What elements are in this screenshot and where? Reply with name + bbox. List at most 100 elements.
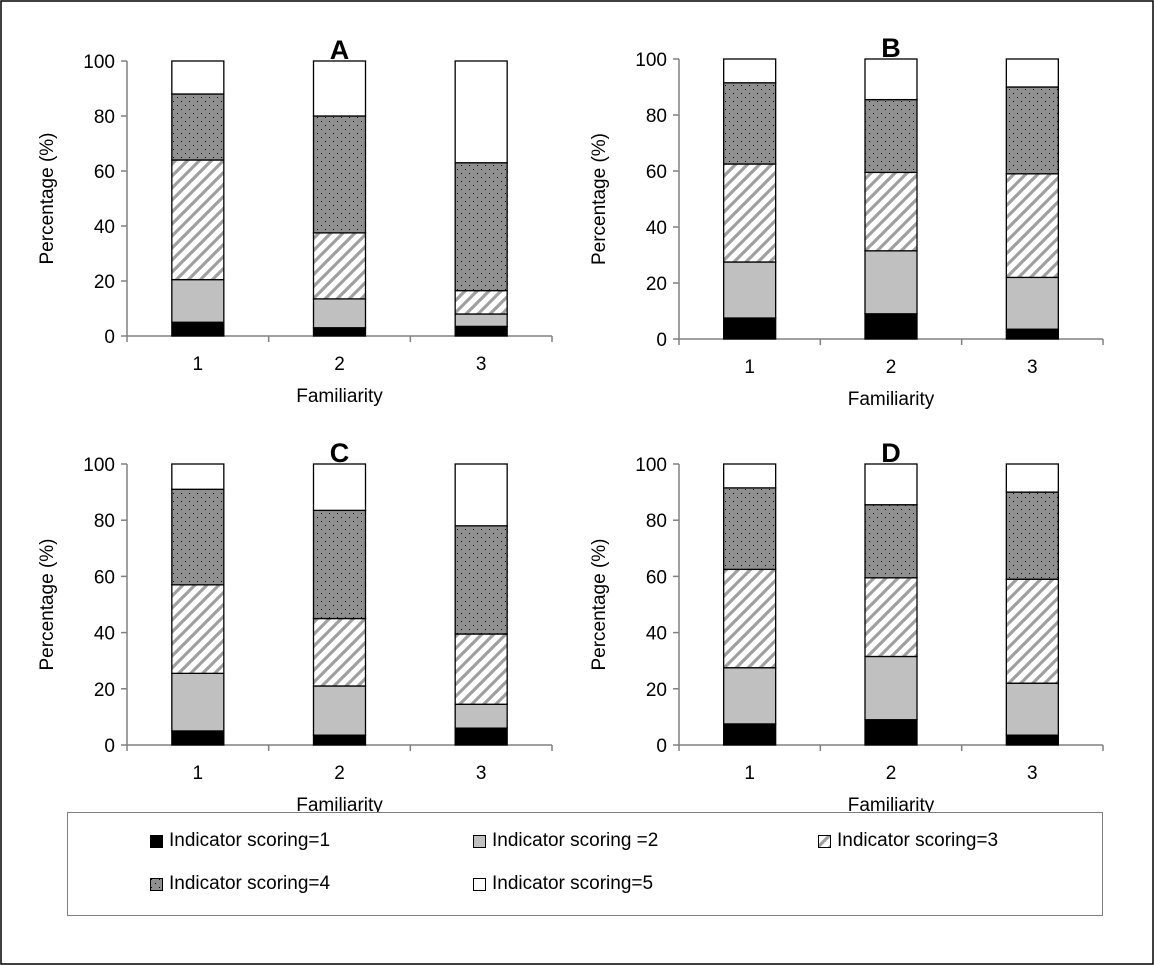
legend-swatch-score2 [473,834,486,848]
legend-item: Indicator scoring=3 [818,830,998,852]
bar-segment-score4 [171,93,225,161]
bar-segment-score4 [723,487,777,571]
bar-segment-score5 [454,463,508,527]
bar-segment-score4 [454,525,508,635]
bar-segment-score1 [171,321,225,337]
bar-segment-score3 [312,232,367,300]
x-tick-label: 2 [886,763,897,784]
bar-segment-score3 [171,159,225,281]
chart-panel-c: 0 20 40 60 80 100 1 2 3 C Familiarity Percentage (%… [37,438,553,816]
x-tick-label: 3 [476,354,487,375]
x-tick-label: 3 [476,763,487,784]
y-tick-label: 0 [104,736,115,757]
y-tick-label: 40 [646,218,667,239]
bar-segment-score3 [864,171,918,252]
bar-segment-score4 [454,162,508,292]
bar-segment-score2 [171,672,225,732]
bar-segment-score4 [312,115,367,234]
bar-segment-score1 [723,317,777,340]
bar-segment-score4 [1005,491,1059,580]
y-axis-label: Percentage (%) [37,538,58,670]
legend-swatch-score3 [818,834,831,848]
y-tick-label: 80 [94,511,115,532]
bar-segment-score2 [723,667,777,725]
y-tick-label: 100 [83,455,115,476]
bar-segment-score3 [1005,173,1059,279]
bar-segment-score4 [864,98,918,174]
bar-segment-score4 [171,488,225,586]
x-axis-label: Familiarity [848,389,935,410]
chart-title: B [881,33,901,63]
bar-segment-score1 [454,325,508,337]
x-tick-label: 2 [334,354,345,375]
bar-segment-score1 [454,727,508,746]
bar-segment-score1 [171,730,225,746]
bar-segment-score5 [723,463,777,489]
x-tick-label: 1 [193,763,204,784]
x-tick-label: 3 [1027,763,1038,784]
x-axis-label: Familiarity [296,386,383,407]
y-tick-label: 60 [94,567,115,588]
x-tick-label: 2 [886,357,897,378]
bar-segment-score5 [864,463,918,506]
y-tick-label: 20 [646,680,667,701]
bar-segment-score3 [171,584,225,674]
bar-segment-score5 [171,463,225,490]
chart-title: D [881,438,901,468]
bar-segment-score5 [723,58,777,84]
bar-segment-score3 [454,289,508,315]
bar-segment-score1 [723,723,777,746]
y-tick-label: 0 [656,330,667,351]
bar-segment-score1 [1005,328,1059,340]
bar-segment-score5 [312,463,367,512]
y-tick-label: 80 [94,107,115,128]
y-tick-label: 20 [94,680,115,701]
legend-label: Indicator scoring=4 [169,873,331,894]
bar-segment-score5 [864,58,918,101]
bar-segment-score1 [312,734,367,746]
bar-segment-score2 [1005,682,1059,736]
bar-segment-score2 [1005,276,1059,330]
y-tick-label: 100 [635,50,667,71]
x-axis-label: Familiarity [848,795,935,816]
bar-segment-score1 [312,327,367,337]
chart-title: C [330,438,350,468]
bar-segment-score3 [1005,578,1059,684]
bar-segment-score4 [723,82,777,165]
x-tick-label: 2 [334,763,345,784]
legend-swatch-score1 [150,834,163,848]
x-tick-label: 3 [1027,357,1038,378]
bar-segment-score5 [171,60,225,95]
bar-segment-score1 [864,719,918,746]
y-tick-label: 80 [646,106,667,127]
y-tick-label: 80 [646,511,667,532]
bar-segment-score4 [312,509,367,620]
legend-swatch-score5 [473,877,486,891]
x-tick-label: 1 [193,354,204,375]
bar-segment-score3 [454,633,508,705]
y-tick-label: 60 [646,162,667,183]
y-axis-label: Percentage (%) [589,133,610,265]
bar-segment-score3 [723,163,777,263]
legend-swatch-score4 [150,877,163,891]
x-axis-label: Familiarity [296,795,383,816]
bar-segment-score3 [723,568,777,669]
bar-segment-score2 [723,261,777,319]
bar-segment-score1 [1005,734,1059,746]
legend-item: Indicator scoring =2 [473,830,658,852]
y-tick-label: 60 [94,162,115,183]
y-tick-label: 40 [646,624,667,645]
y-tick-label: 40 [94,624,115,645]
bar-segment-score4 [1005,86,1059,175]
y-tick-label: 0 [104,327,115,348]
legend-label: Indicator scoring=3 [837,830,999,851]
y-axis-label: Percentage (%) [37,132,58,264]
legend: Indicator scoring=1 Indicator scoring =2… [67,812,1103,916]
y-tick-label: 100 [83,52,115,73]
bar-segment-score2 [312,298,367,329]
bar-segment-score2 [171,278,225,323]
legend-item: Indicator scoring=5 [473,873,653,895]
